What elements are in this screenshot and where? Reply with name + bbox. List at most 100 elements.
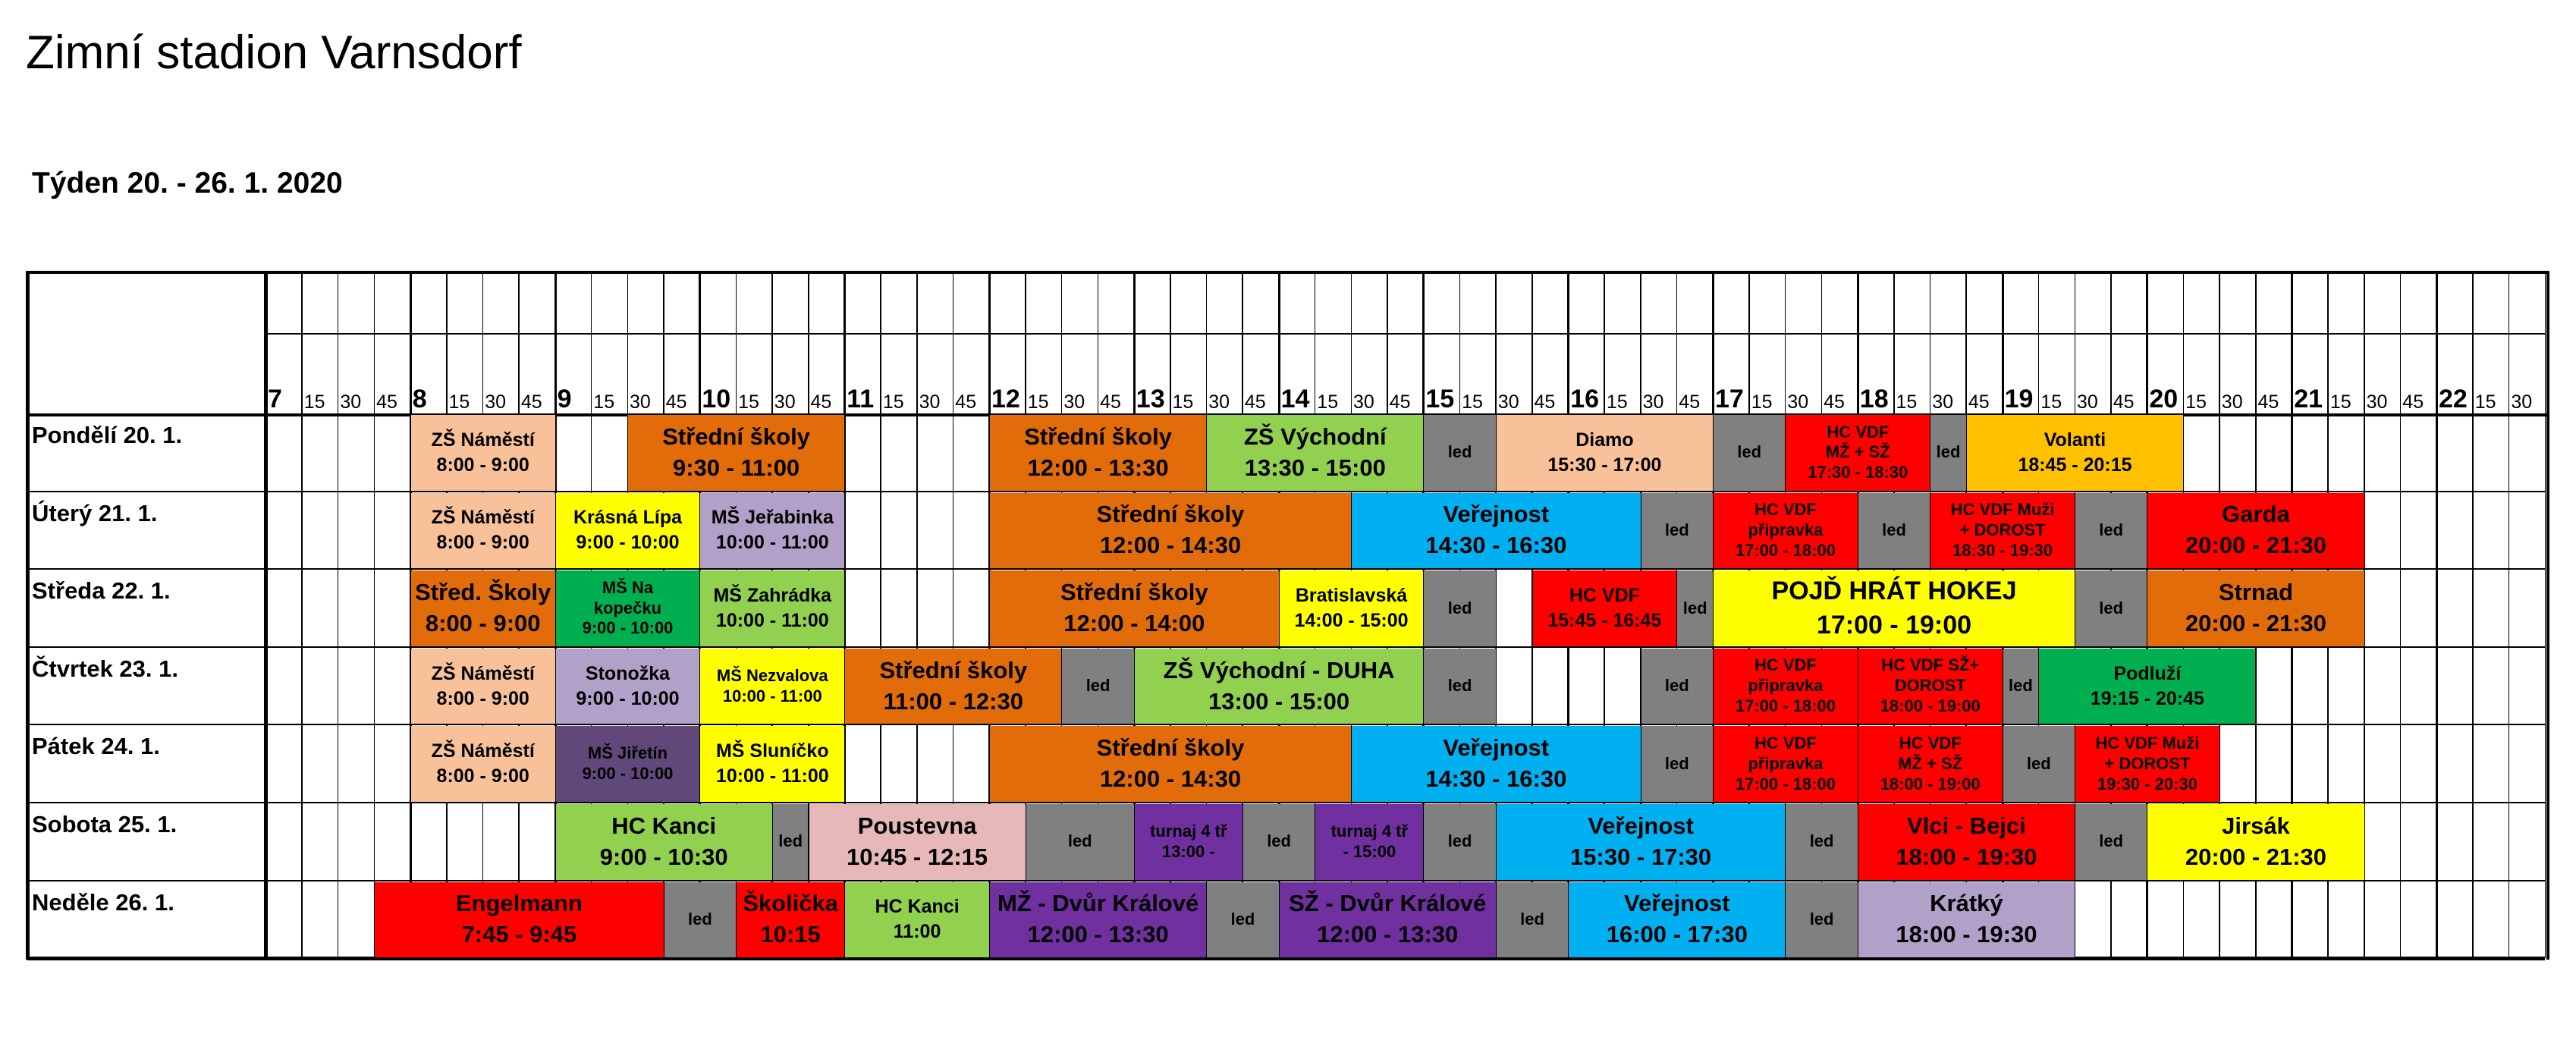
schedule-block[interactable]: Střední školy 12:00 - 13:30 <box>990 415 1207 491</box>
schedule-block[interactable]: MŠ Nezvalova 10:00 - 11:00 <box>700 648 845 724</box>
schedule-block[interactable]: HC Kanci 11:00 <box>845 881 989 958</box>
schedule-block[interactable]: HC VDF připravka 17:00 - 18:00 <box>1714 492 1858 569</box>
ice-maintenance-block[interactable]: led <box>1858 492 1930 569</box>
ice-maintenance-block[interactable]: led <box>1207 881 1279 958</box>
ice-maintenance-block[interactable]: led <box>2075 804 2147 880</box>
schedule-block[interactable]: ZŠ Náměstí 8:00 - 9:00 <box>410 415 555 491</box>
schedule-block[interactable]: HC VDF připravka 17:00 - 18:00 <box>1714 648 1858 724</box>
schedule-block[interactable]: ZŠ Východní - DUHA 13:00 - 15:00 <box>1134 648 1424 724</box>
ice-maintenance-block[interactable]: led <box>1424 804 1496 880</box>
schedule-block[interactable]: Střední školy 12:00 - 14:00 <box>990 570 1279 646</box>
ice-maintenance-block[interactable]: led <box>1424 648 1496 724</box>
schedule-block[interactable]: HC VDF Muži + DOROST 18:30 - 19:30 <box>1930 492 2075 569</box>
block-title: led <box>1664 753 1689 773</box>
block-time: 9:00 - 10:00 <box>576 532 680 554</box>
grid-column-line <box>2146 271 2149 959</box>
schedule-block[interactable]: Školička 10:15 <box>737 881 845 958</box>
schedule-block[interactable]: Střední školy 12:00 - 14:30 <box>990 492 1351 569</box>
schedule-block[interactable]: Střední školy 11:00 - 12:30 <box>845 648 1062 724</box>
ice-maintenance-block[interactable]: led <box>1026 804 1134 880</box>
block-time: 12:00 - 13:30 <box>1027 454 1169 481</box>
row-divider <box>27 568 2546 570</box>
block-title: led <box>2099 598 2124 617</box>
schedule-block[interactable]: HC Kanci 9:00 - 10:30 <box>555 804 772 880</box>
grid-column-line <box>843 271 847 959</box>
schedule-block[interactable]: SŽ - Dvůr Králové 12:00 - 13:30 <box>1279 881 1496 958</box>
schedule-block[interactable]: Podluží 19:15 - 20:45 <box>2039 648 2256 724</box>
ice-maintenance-block[interactable]: led <box>2075 570 2147 646</box>
ice-maintenance-block[interactable]: led <box>1424 415 1496 491</box>
schedule-block[interactable]: HC VDF MŽ + SŽ 17:30 - 18:30 <box>1786 415 1930 491</box>
schedule-block[interactable]: POJĎ HRÁT HOKEJ 17:00 - 19:00 <box>1714 570 2075 646</box>
schedule-block[interactable]: MŠ Na kopečku 9:00 - 10:00 <box>555 570 700 646</box>
schedule-block[interactable]: Střední školy 9:30 - 11:00 <box>628 415 845 491</box>
schedule-block[interactable]: Veřejnost 14:30 - 16:30 <box>1352 492 1641 569</box>
schedule-block[interactable]: Jirsák 20:00 - 21:30 <box>2147 804 2364 880</box>
ice-maintenance-block[interactable]: led <box>1424 570 1496 646</box>
schedule-block[interactable]: Krásná Lípa 9:00 - 10:00 <box>555 492 700 569</box>
schedule-block[interactable]: Strnad 20:00 - 21:30 <box>2147 570 2364 646</box>
schedule-block[interactable]: Volanti 18:45 - 20:15 <box>1966 415 2184 491</box>
time-tick-label: 30 <box>2221 391 2243 413</box>
ice-maintenance-block[interactable]: led <box>664 881 737 958</box>
header-inner-line <box>265 333 2546 335</box>
schedule-block[interactable]: turnaj 4 tř 13:00 - <box>1134 804 1242 880</box>
ice-maintenance-block[interactable]: led <box>2003 648 2039 724</box>
schedule-block[interactable]: Garda 20:00 - 21:30 <box>2147 492 2364 569</box>
ice-maintenance-block[interactable]: led <box>772 804 809 880</box>
schedule-block[interactable]: Střední školy 12:00 - 14:30 <box>990 726 1351 802</box>
schedule-block[interactable]: MŠ Jeřabinka 10:00 - 11:00 <box>700 492 845 569</box>
schedule-block[interactable]: Veřejnost 14:30 - 16:30 <box>1352 726 1641 802</box>
ice-maintenance-block[interactable]: led <box>1677 570 1713 646</box>
schedule-block[interactable]: MŽ - Dvůr Králové 12:00 - 13:30 <box>990 881 1207 958</box>
ice-maintenance-block[interactable]: led <box>1496 881 1569 958</box>
grid-column-line <box>2399 271 2402 959</box>
ice-maintenance-block[interactable]: led <box>2003 726 2075 802</box>
ice-maintenance-block[interactable]: led <box>1714 415 1786 491</box>
block-time: 9:00 - 10:30 <box>599 843 728 870</box>
schedule-block[interactable]: Střed. Školy 8:00 - 9:00 <box>410 570 555 646</box>
schedule-block[interactable]: MŠ Sluníčko 10:00 - 11:00 <box>700 726 845 802</box>
schedule-block[interactable]: MŠ Zahrádka 10:00 - 11:00 <box>700 570 845 646</box>
schedule-block[interactable]: Diamo 15:30 - 17:00 <box>1496 415 1713 491</box>
block-title: ZŠ Východní - DUHA <box>1163 656 1395 683</box>
schedule-block[interactable]: ZŠ Náměstí 8:00 - 9:00 <box>410 648 555 724</box>
schedule-block[interactable]: Stonožka 9:00 - 10:00 <box>555 648 700 724</box>
ice-maintenance-block[interactable]: led <box>1641 726 1713 802</box>
ice-maintenance-block[interactable]: led <box>1062 648 1134 724</box>
block-time: 16:00 - 17:30 <box>1606 921 1748 948</box>
schedule-block[interactable]: HC VDF připravka 17:00 - 18:00 <box>1714 726 1858 802</box>
block-title: Diamo <box>1575 429 1634 451</box>
schedule-block[interactable]: MŠ Jiřetín 9:00 - 10:00 <box>555 726 700 802</box>
time-tick-label: 45 <box>2402 391 2424 413</box>
schedule-block[interactable]: Bratislavská 14:00 - 15:00 <box>1279 570 1424 646</box>
schedule-block[interactable]: Vlci - Bejci 18:00 - 19:30 <box>1858 804 2075 880</box>
grid-column-line <box>1676 271 1678 959</box>
schedule-block[interactable]: Poustevna 10:45 - 12:15 <box>809 804 1026 880</box>
schedule-block[interactable]: ZŠ Náměstí 8:00 - 9:00 <box>410 492 555 569</box>
schedule-block[interactable]: Veřejnost 16:00 - 17:30 <box>1569 881 1786 958</box>
schedule-block[interactable]: Veřejnost 15:30 - 17:30 <box>1496 804 1786 880</box>
schedule-block[interactable]: ZŠ Východní 13:30 - 15:00 <box>1207 415 1424 491</box>
schedule-block[interactable]: ZŠ Náměstí 8:00 - 9:00 <box>410 726 555 802</box>
schedule-block[interactable]: HC VDF SŽ+ DOROST 18:00 - 19:00 <box>1858 648 2003 724</box>
ice-maintenance-block[interactable]: led <box>1641 492 1713 569</box>
block-title: Krátký <box>1930 890 2003 917</box>
time-tick-label: 45 <box>1244 391 1266 413</box>
grid-column-line <box>1422 271 1425 959</box>
block-title: led <box>1809 831 1834 851</box>
ice-maintenance-block[interactable]: led <box>1786 804 1858 880</box>
ice-maintenance-block[interactable]: led <box>1641 648 1713 724</box>
schedule-block[interactable]: Krátký 18:00 - 19:30 <box>1858 881 2075 958</box>
ice-maintenance-block[interactable]: led <box>1930 415 1966 491</box>
schedule-block[interactable]: turnaj 4 tř - 15:00 <box>1315 804 1424 880</box>
block-title: HC VDF <box>1899 733 1962 753</box>
schedule-block[interactable]: HC VDF MŽ + SŽ 18:00 - 19:00 <box>1858 726 2003 802</box>
ice-maintenance-block[interactable]: led <box>1786 881 1858 958</box>
ice-maintenance-block[interactable]: led <box>1242 804 1315 880</box>
block-title: Engelmann <box>455 890 583 917</box>
schedule-block[interactable]: HC VDF 15:45 - 16:45 <box>1532 570 1677 646</box>
schedule-block[interactable]: HC VDF Muži + DOROST 19:30 - 20:30 <box>2075 726 2219 802</box>
schedule-block[interactable]: Engelmann 7:45 - 9:45 <box>375 881 664 958</box>
ice-maintenance-block[interactable]: led <box>2075 492 2147 569</box>
